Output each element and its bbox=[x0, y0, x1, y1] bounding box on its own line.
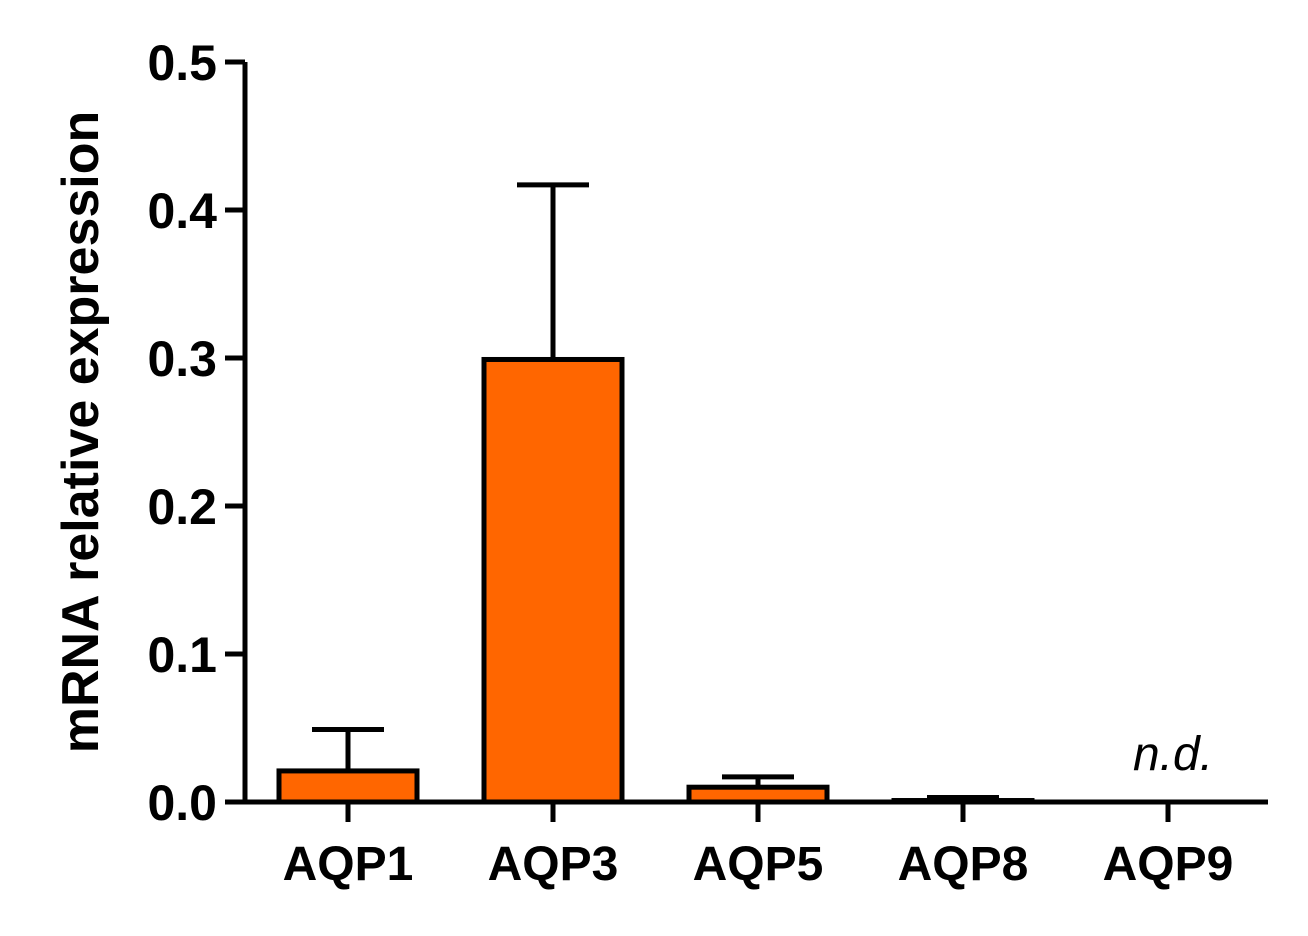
x-tick-label-aqp3: AQP3 bbox=[488, 838, 619, 891]
x-tick-label-aqp8: AQP8 bbox=[898, 838, 1029, 891]
y-tick-label: 0.5 bbox=[147, 35, 217, 91]
y-tick-label: 0.1 bbox=[147, 627, 217, 683]
x-tick-label-aqp9: AQP9 bbox=[1103, 838, 1234, 891]
x-tick-label-aqp5: AQP5 bbox=[693, 838, 824, 891]
x-axis: AQP1 AQP3 AQP5 AQP8 AQP9 bbox=[245, 799, 1268, 891]
y-tick-label: 0.2 bbox=[147, 479, 217, 535]
x-tick-label-aqp1: AQP1 bbox=[283, 838, 414, 891]
y-axis: 0.0 0.1 0.2 0.3 0.4 0.5 bbox=[147, 35, 248, 831]
y-axis-title: mRNA relative expression bbox=[52, 111, 110, 754]
annotation-aqp9: n.d. bbox=[1133, 728, 1213, 781]
bar-aqp3 bbox=[481, 356, 625, 805]
error-bars-group bbox=[312, 182, 999, 801]
y-tick-label: 0.0 bbox=[147, 775, 217, 831]
y-tick-label: 0.4 bbox=[147, 183, 217, 239]
y-tick-label: 0.3 bbox=[147, 331, 217, 387]
bars-group bbox=[276, 356, 1035, 805]
annotations-group: n.d. bbox=[1133, 728, 1213, 781]
bar-aqp1 bbox=[276, 768, 420, 805]
